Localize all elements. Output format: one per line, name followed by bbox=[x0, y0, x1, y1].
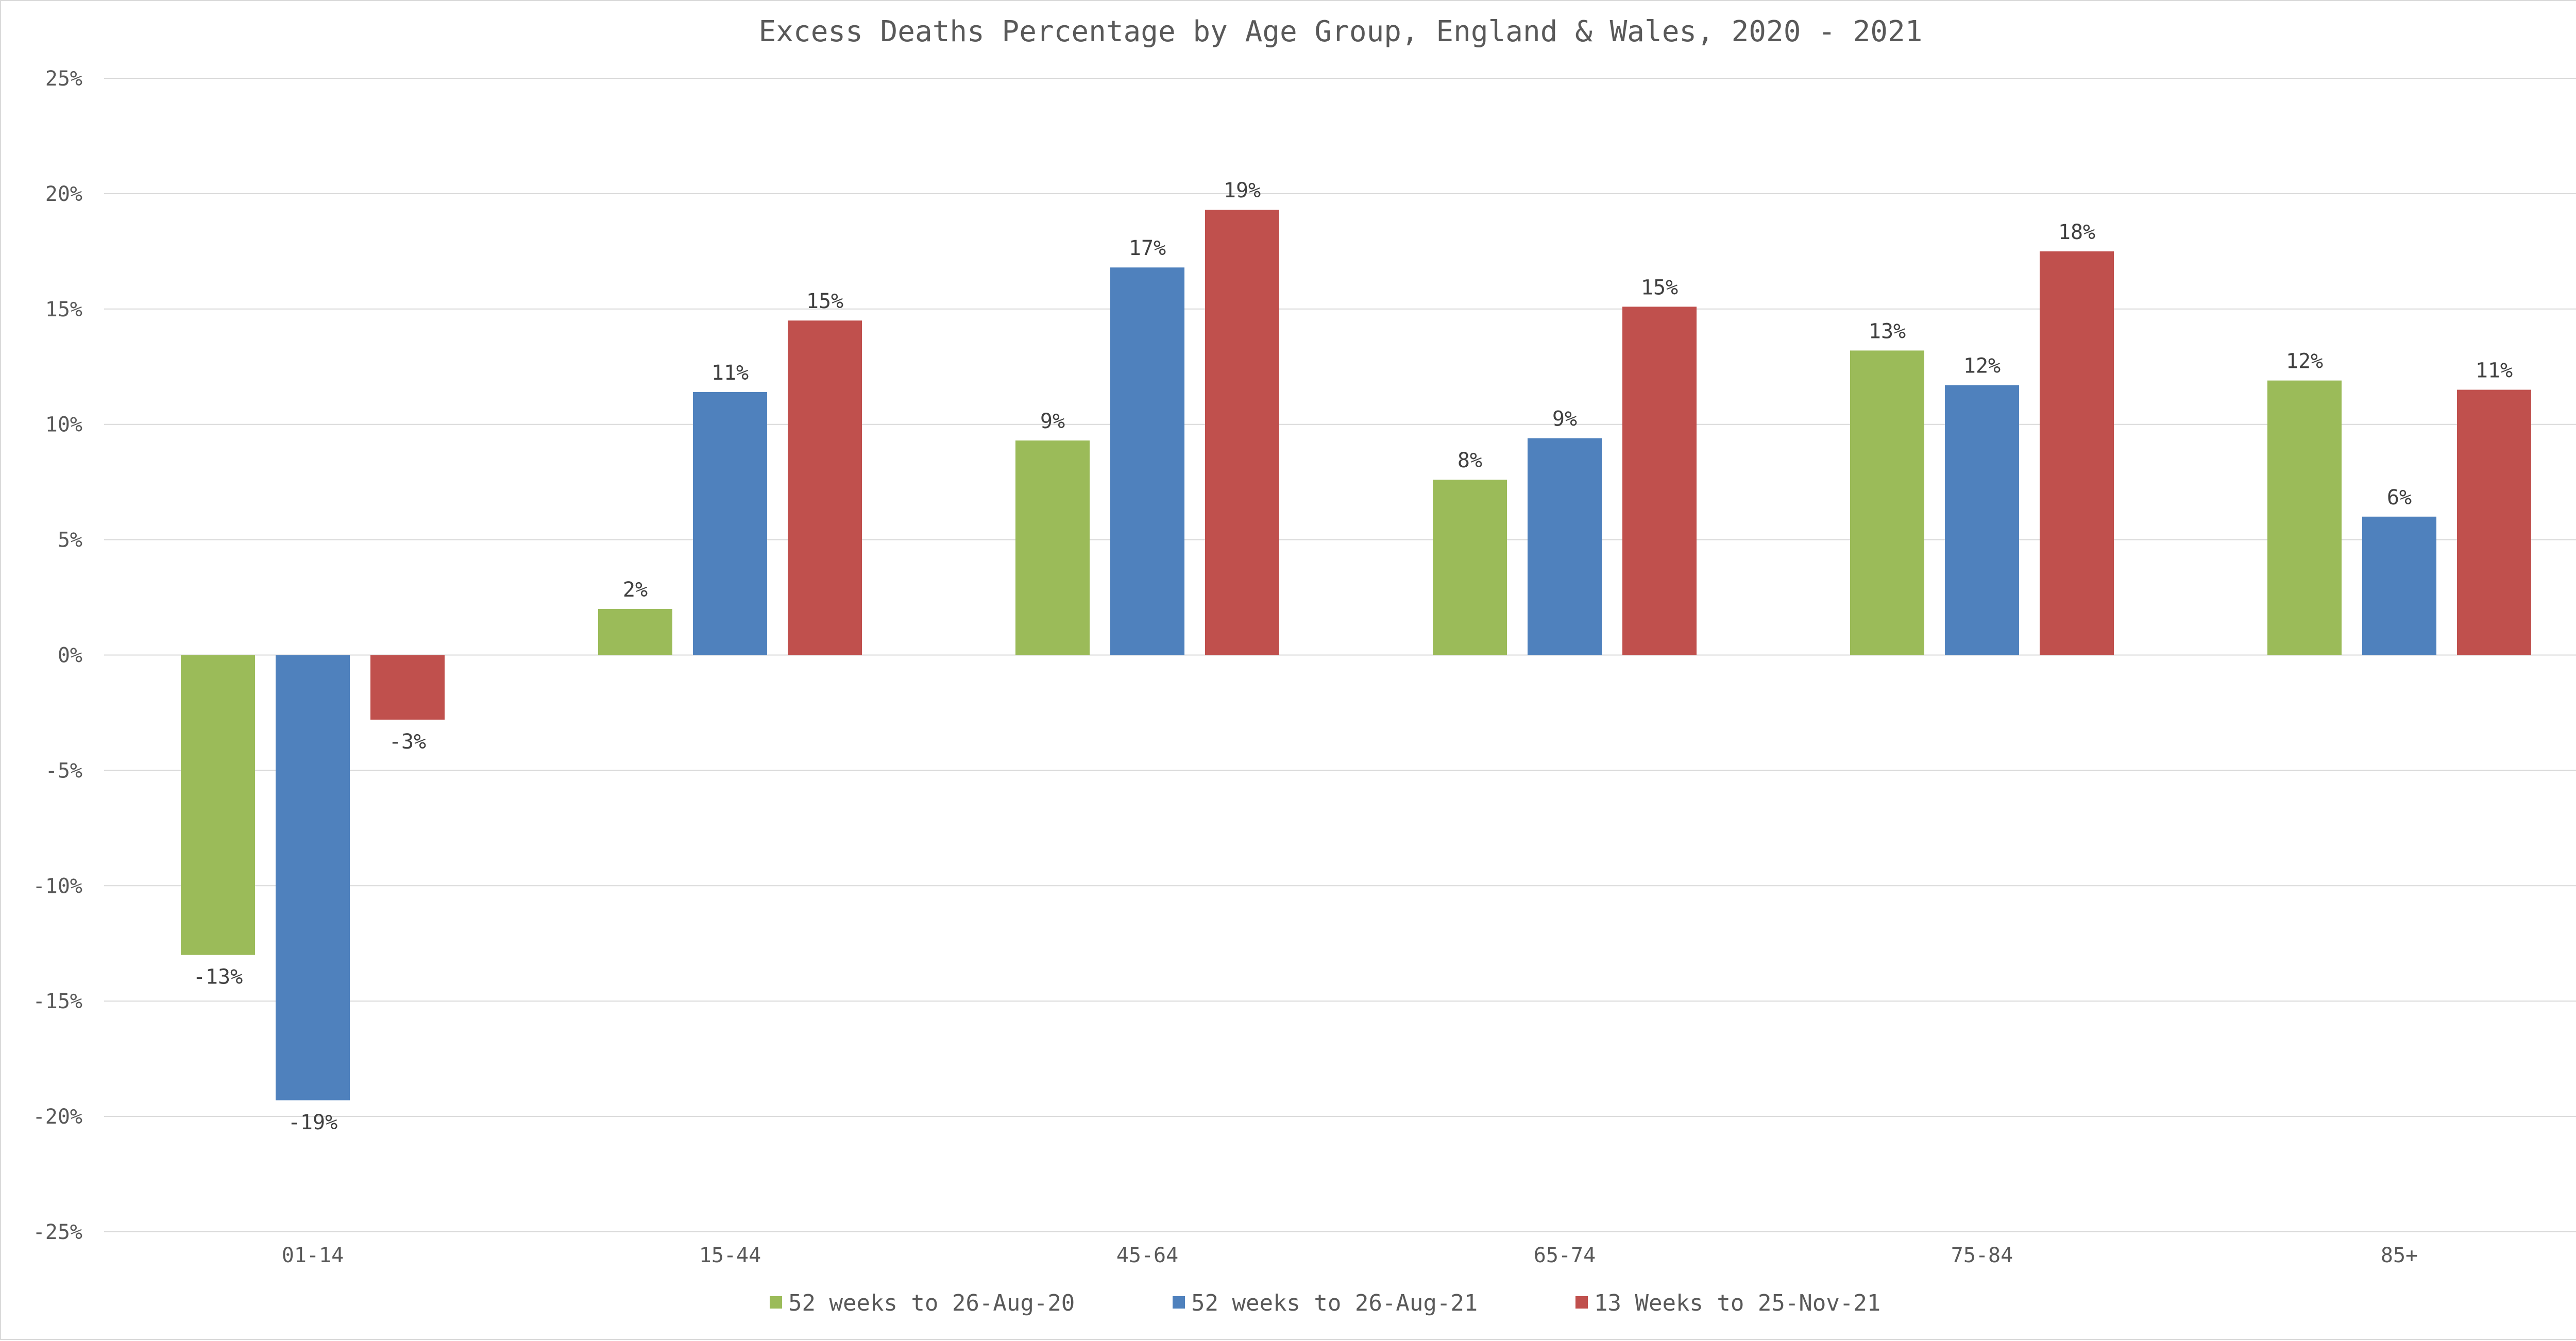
legend-label: 13 Weeks to 25-Nov-21 bbox=[1594, 1290, 1880, 1316]
y-tick-label: -15% bbox=[33, 990, 82, 1013]
data-label: 19% bbox=[1224, 179, 1261, 202]
data-label: 12% bbox=[2286, 350, 2323, 374]
bar bbox=[693, 392, 767, 655]
data-label: 11% bbox=[2476, 359, 2513, 383]
data-label: 15% bbox=[806, 290, 843, 313]
bar bbox=[1205, 210, 1279, 655]
x-tick-label: 45-64 bbox=[1116, 1244, 1178, 1267]
y-tick-label: 5% bbox=[58, 529, 82, 552]
bar bbox=[276, 655, 350, 1100]
y-tick-label: 0% bbox=[58, 644, 82, 668]
data-label: 9% bbox=[1552, 408, 1577, 431]
legend-label: 52 weeks to 26-Aug-21 bbox=[1191, 1290, 1478, 1316]
legend-item: 52 weeks to 26-Aug-20 bbox=[770, 1290, 1075, 1316]
x-tick-label: 01-14 bbox=[282, 1244, 344, 1267]
data-label: 12% bbox=[1963, 354, 2001, 378]
data-label: 18% bbox=[2058, 220, 2095, 244]
data-labels: -13% -19% -3% 2% 11% 15% 9% 17% 19% 8% 9% 15% 13% 12%… bbox=[193, 179, 2513, 1134]
legend-swatch bbox=[770, 1296, 782, 1309]
data-label: -13% bbox=[193, 965, 243, 989]
x-tick-label: 15-44 bbox=[699, 1244, 761, 1267]
data-label: 15% bbox=[1641, 276, 1678, 299]
legend-label: 52 weeks to 26-Aug-20 bbox=[788, 1290, 1075, 1316]
bar bbox=[1945, 385, 2019, 655]
x-tick-label: 75-84 bbox=[1951, 1244, 2013, 1267]
data-label: 17% bbox=[1129, 236, 1166, 260]
bar bbox=[1015, 440, 1090, 655]
y-tick-label: -20% bbox=[33, 1105, 82, 1129]
bar bbox=[598, 608, 672, 655]
y-tick-label: -5% bbox=[45, 759, 82, 783]
data-label: 8% bbox=[1458, 449, 1482, 472]
data-label: -19% bbox=[288, 1111, 337, 1134]
legend: 52 weeks to 26-Aug-20 52 weeks to 26-Aug-… bbox=[770, 1290, 1880, 1316]
bar bbox=[788, 320, 862, 655]
data-label: 13% bbox=[1869, 319, 1906, 343]
data-label: 11% bbox=[711, 361, 749, 385]
bar bbox=[181, 655, 255, 955]
data-label: 2% bbox=[623, 578, 648, 602]
bar bbox=[2457, 389, 2531, 655]
bar bbox=[1622, 307, 1697, 655]
legend-swatch bbox=[1173, 1296, 1185, 1309]
legend-item: 52 weeks to 26-Aug-21 bbox=[1173, 1290, 1478, 1316]
y-tick-label: 25% bbox=[45, 67, 82, 91]
gridlines bbox=[104, 78, 2576, 1232]
bar bbox=[370, 655, 445, 720]
y-tick-label: 10% bbox=[45, 413, 82, 437]
x-axis-tick-labels: 01-14 15-44 45-64 65-74 75-84 85+ bbox=[282, 1244, 2418, 1267]
data-label: 6% bbox=[2387, 486, 2412, 510]
bars bbox=[181, 210, 2531, 1100]
legend-swatch bbox=[1575, 1296, 1588, 1309]
chart-title: Excess Deaths Percentage by Age Group, E… bbox=[759, 15, 1923, 48]
bar bbox=[1528, 438, 1602, 655]
bar bbox=[2267, 380, 2342, 655]
data-label: 9% bbox=[1040, 410, 1065, 433]
y-tick-label: -10% bbox=[33, 874, 82, 898]
y-tick-label: -25% bbox=[33, 1220, 82, 1244]
bar bbox=[2362, 516, 2436, 655]
x-tick-label: 65-74 bbox=[1534, 1244, 1596, 1267]
y-axis-tick-labels: 25% 20% 15% 10% 5% 0% -5% -10% -15% -20% -25% bbox=[33, 67, 82, 1244]
y-tick-label: 15% bbox=[45, 298, 82, 321]
bar bbox=[1850, 350, 1924, 655]
bar bbox=[1433, 480, 1507, 655]
bar bbox=[2040, 251, 2114, 655]
x-tick-label: 85+ bbox=[2381, 1244, 2418, 1267]
legend-item: 13 Weeks to 25-Nov-21 bbox=[1575, 1290, 1880, 1316]
bar bbox=[1110, 267, 1184, 655]
y-tick-label: 20% bbox=[45, 182, 82, 206]
data-label: -3% bbox=[389, 730, 426, 754]
